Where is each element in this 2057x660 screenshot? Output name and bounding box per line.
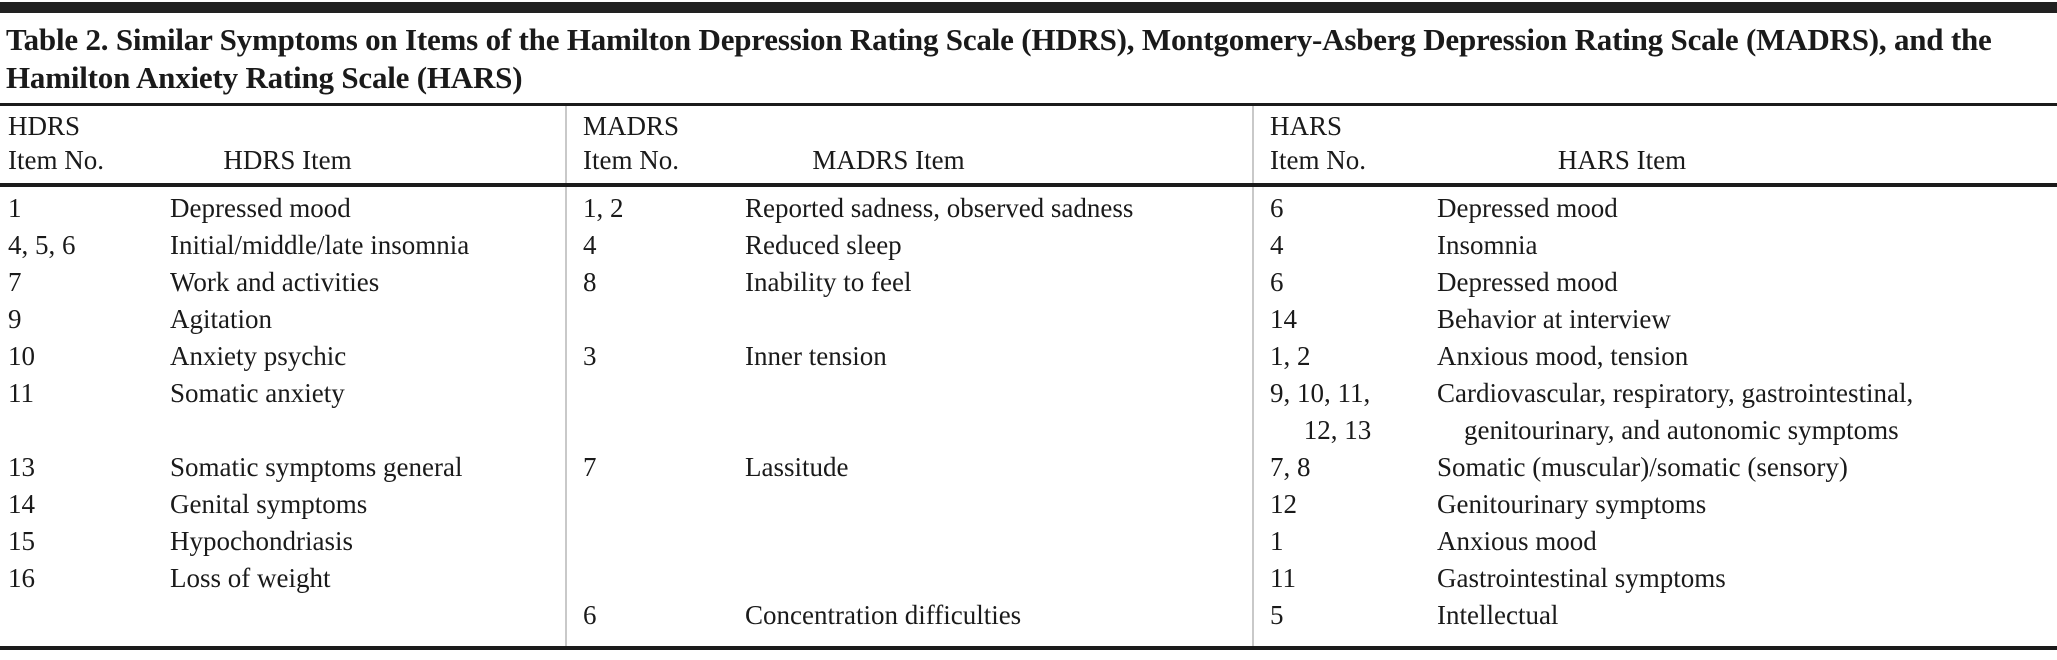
hars-no-cell: 6 [1252, 263, 1437, 301]
madrs-no-cell: 6 [565, 596, 745, 650]
hdrs-item-cell [170, 596, 566, 650]
hars-no-cell: 9, 10, 11, 12, 13 [1252, 374, 1437, 449]
table-title: Table 2. Similar Symptoms on Items of th… [6, 22, 1992, 95]
hdrs-no-cell: 11 [8, 377, 34, 408]
hdrs-item-cell: Agitation [170, 303, 272, 334]
hars-item-cell: Depressed mood [1437, 266, 1618, 297]
hars-item-cell: Behavior at interview [1437, 303, 1671, 334]
hdrs-no-cell: 13 [8, 451, 35, 482]
hdrs-item-cell: Hypochondriasis [170, 525, 353, 556]
table-row: 4, 5, 6 Initial/middle/late insomnia 4 R… [0, 226, 2057, 264]
madrs-itemno-header: Item No. [565, 142, 745, 187]
hars-item-cell: Insomnia [1437, 229, 1538, 260]
hars-no-cell: 5 [1252, 596, 1437, 650]
madrs-no-cell: 7 [565, 448, 745, 486]
madrs-no-cell [565, 522, 745, 560]
hars-item-cell: Intellectual [1437, 596, 2057, 650]
madrs-no-cell [565, 300, 745, 338]
madrs-no-cell: 3 [565, 337, 745, 375]
hars-item-cell: Depressed mood [1437, 192, 1618, 223]
table-row: 14 Genital symptoms 12 Genitourinary sym… [0, 485, 2057, 523]
madrs-no-cell [565, 485, 745, 523]
hars-no-cell: 11 [1252, 559, 1437, 597]
table-header: HDRS MADRS HARS Item No. HDRS Item Item … [0, 104, 2057, 187]
hdrs-no-cell: 14 [8, 488, 35, 519]
table-top-rule [0, 2, 2057, 13]
madrs-item-cell: Inability to feel [745, 266, 912, 297]
hdrs-item-cell: Depressed mood [170, 192, 351, 223]
hars-item-cell: Gastrointestinal symptoms [1437, 562, 1726, 593]
table-row: 11 Somatic anxiety 9, 10, 11, 12, 13 Car… [0, 374, 2057, 449]
madrs-item-header: MADRS Item [745, 142, 1253, 187]
hdrs-no-cell: 4, 5, 6 [8, 229, 76, 260]
table-row: 13 Somatic symptoms general 7 Lassitude … [0, 448, 2057, 486]
hars-no-cell: 12 [1252, 485, 1437, 523]
madrs-no-cell: 4 [565, 226, 745, 264]
table-body: 1 Depressed mood 1, 2 Reported sadness, … [0, 184, 2057, 650]
hars-item-header: HARS Item [1437, 142, 2057, 187]
madrs-no-cell: 1, 2 [565, 184, 745, 227]
madrs-item-cell [745, 560, 1253, 597]
hdrs-no-cell: 10 [8, 340, 35, 371]
madrs-item-cell: Lassitude [745, 451, 849, 482]
table-row: 15 Hypochondriasis 1 Anxious mood [0, 522, 2057, 560]
madrs-item-cell [745, 523, 1253, 560]
madrs-item-cell [745, 375, 1253, 449]
hars-item-cell: Somatic (muscular)/somatic (sensory) [1437, 451, 1848, 482]
group-name-row: HDRS MADRS HARS [0, 104, 2057, 143]
hdrs-item-cell: Anxiety psychic [170, 340, 347, 371]
table-row: 10 Anxiety psychic 3 Inner tension 1, 2 … [0, 337, 2057, 375]
table-row: 6 Concentration difficulties 5 Intellect… [0, 596, 2057, 650]
madrs-no-cell [565, 374, 745, 449]
hdrs-no-cell: 1 [8, 192, 22, 223]
hdrs-item-cell: Loss of weight [170, 562, 331, 593]
hdrs-item-cell: Work and activities [170, 266, 380, 297]
madrs-item-cell: Reported sadness, observed sadness [745, 192, 1134, 223]
hars-item-cell: Cardiovascular, respiratory, gastrointes… [1437, 377, 1914, 445]
group-name-hdrs: HDRS [8, 110, 81, 141]
hars-no-cell: 1, 2 [1252, 337, 1437, 375]
madrs-no-cell [565, 559, 745, 597]
group-name-hars: HARS [1252, 104, 2057, 143]
table-row: 7 Work and activities 8 Inability to fee… [0, 263, 2057, 301]
symptoms-comparison-table: HDRS MADRS HARS Item No. HDRS Item Item … [0, 103, 2057, 650]
hars-no-cell: 6 [1252, 184, 1437, 227]
hars-item-cell: Anxious mood [1437, 525, 1597, 556]
hdrs-item-cell: Somatic anxiety [170, 377, 345, 408]
hdrs-no-cell: 9 [8, 303, 22, 334]
hdrs-itemno-header: Item No. [0, 142, 170, 187]
hars-item-cell: Genitourinary symptoms [1437, 488, 1707, 519]
hdrs-item-cell: Somatic symptoms general [170, 451, 463, 482]
hars-no-cell: 4 [1252, 226, 1437, 264]
madrs-item-cell: Inner tension [745, 340, 887, 371]
hdrs-no-cell [0, 596, 170, 650]
hdrs-no-cell: 16 [8, 562, 35, 593]
hars-no-cell: 7, 8 [1252, 448, 1437, 486]
hars-itemno-header: Item No. [1252, 142, 1437, 187]
table-row: 9 Agitation 14 Behavior at interview [0, 300, 2057, 338]
madrs-item-cell: Concentration difficulties [745, 596, 1253, 650]
hdrs-item-header: HDRS Item [170, 142, 566, 187]
hars-no-cell: 1 [1252, 522, 1437, 560]
hars-no-cell: 14 [1252, 300, 1437, 338]
group-name-madrs: MADRS [565, 104, 1253, 143]
hdrs-item-cell: Initial/middle/late insomnia [170, 229, 470, 260]
column-header-row: Item No. HDRS Item Item No. MADRS Item I… [0, 142, 2057, 187]
hdrs-item-cell: Genital symptoms [170, 488, 368, 519]
madrs-item-cell: Reduced sleep [745, 229, 902, 260]
hdrs-no-cell: 7 [8, 266, 22, 297]
table-row: 16 Loss of weight 11 Gastrointestinal sy… [0, 559, 2057, 597]
madrs-no-cell: 8 [565, 263, 745, 301]
madrs-item-cell [745, 301, 1253, 338]
madrs-item-cell [745, 486, 1253, 523]
hdrs-no-cell: 15 [8, 525, 35, 556]
table-row: 1 Depressed mood 1, 2 Reported sadness, … [0, 184, 2057, 227]
hars-item-cell: Anxious mood, tension [1437, 340, 1689, 371]
